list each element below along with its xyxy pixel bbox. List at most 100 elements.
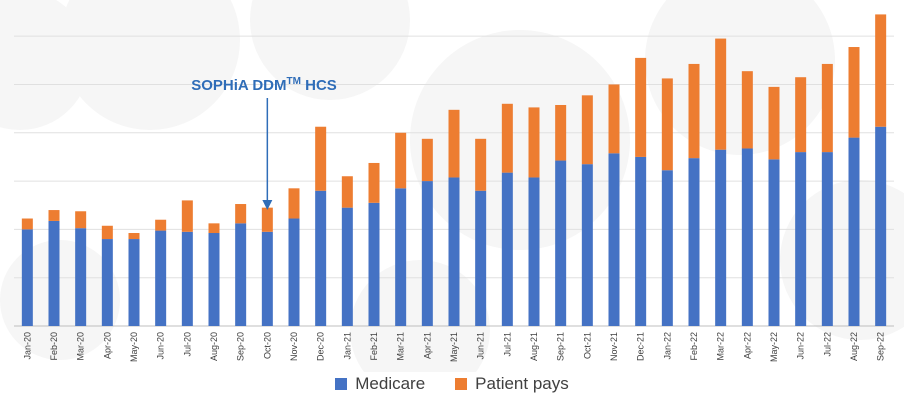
- bar-medicare-jun-21: [475, 190, 487, 326]
- bar-patient-pays-jan-21: [341, 176, 353, 208]
- bar-patient-pays-mar-22: [715, 38, 727, 150]
- bar-medicare-dec-21: [635, 156, 647, 326]
- bar-medicare-apr-22: [741, 148, 753, 326]
- bar-patient-pays-apr-22: [741, 71, 753, 149]
- x-tick-label: Dec-21: [636, 332, 646, 361]
- x-tick-label: May-21: [449, 332, 459, 362]
- x-tick-label: Feb-20: [49, 332, 59, 361]
- bar-patient-pays-nov-20: [288, 188, 300, 219]
- bar-medicare-may-22: [768, 159, 780, 326]
- x-tick-label: Aug-22: [849, 332, 859, 361]
- x-tick-label: Dec-20: [316, 332, 326, 361]
- bar-patient-pays-sep-21: [555, 104, 567, 161]
- bar-medicare-jul-20: [181, 231, 193, 326]
- bar-patient-pays-jul-21: [501, 103, 513, 173]
- bar-medicare-jun-22: [795, 152, 807, 326]
- annotation-suffix: HCS: [301, 77, 337, 94]
- legend-label-patient-pays: Patient pays: [475, 374, 569, 393]
- decorative-background: [0, 0, 904, 372]
- bar-patient-pays-feb-22: [688, 63, 700, 159]
- bar-patient-pays-dec-20: [315, 126, 327, 191]
- bar-medicare-mar-20: [75, 228, 87, 326]
- x-tick-labels: Jan-20 Feb-20 Mar-20 Apr-20 May-20 Jun-20 Jul-…: [22, 332, 885, 362]
- x-tick-label: Apr-22: [742, 332, 752, 359]
- bar-patient-pays-may-22: [768, 86, 780, 160]
- x-tick-label: Jun-22: [796, 332, 806, 360]
- bar-medicare-apr-20: [101, 239, 113, 326]
- bar-medicare-apr-21: [421, 181, 433, 326]
- bar-patient-pays-oct-20: [261, 207, 273, 232]
- bar-patient-pays-may-20: [128, 233, 140, 240]
- x-tick-label: May-20: [129, 332, 139, 362]
- x-tick-label: Sep-21: [556, 332, 566, 361]
- x-tick-label: Jul-20: [182, 332, 192, 357]
- bar-patient-pays-jul-20: [181, 200, 193, 232]
- x-tick-label: Jul-22: [822, 332, 832, 357]
- bar-medicare-mar-22: [715, 149, 727, 326]
- bar-patient-pays-apr-20: [101, 225, 113, 240]
- bar-patient-pays-sep-22: [875, 14, 887, 127]
- annotation-label: SOPHiA DDMTM HCS: [191, 76, 337, 94]
- bar-patient-pays-jun-22: [795, 77, 807, 153]
- background-blob: [60, 0, 240, 130]
- bar-medicare-feb-22: [688, 158, 700, 326]
- x-tick-label: May-22: [769, 332, 779, 362]
- bar-patient-pays-feb-20: [48, 210, 60, 221]
- bar-medicare-oct-21: [581, 164, 593, 326]
- bar-medicare-aug-21: [528, 177, 540, 326]
- bar-patient-pays-mar-21: [395, 132, 407, 189]
- bar-medicare-jul-21: [501, 172, 513, 326]
- legend-item-patient-pays: Patient pays: [455, 374, 569, 394]
- annotation-superscript: TM: [286, 76, 300, 87]
- bar-patient-pays-dec-21: [635, 57, 647, 157]
- bar-medicare-jan-20: [21, 229, 33, 326]
- bar-medicare-jan-21: [341, 207, 353, 326]
- x-tick-label: Jun-21: [476, 332, 486, 360]
- bar-patient-pays-apr-21: [421, 138, 433, 182]
- bar-medicare-mar-21: [395, 188, 407, 326]
- bar-patient-pays-feb-21: [368, 162, 380, 203]
- legend-swatch-patient-pays: [455, 378, 468, 390]
- bar-medicare-aug-20: [208, 233, 220, 326]
- background-blob: [410, 30, 630, 250]
- x-tick-label: Nov-20: [289, 332, 299, 361]
- x-tick-label: Oct-20: [262, 332, 272, 359]
- legend-label-medicare: Medicare: [355, 374, 426, 393]
- bar-medicare-oct-20: [261, 231, 273, 326]
- annotation: SOPHiA DDMTM HCS: [191, 76, 337, 210]
- bar-patient-pays-aug-20: [208, 223, 220, 234]
- x-tick-label: Jan-22: [662, 332, 672, 360]
- bar-patient-pays-mar-20: [75, 211, 87, 229]
- x-tick-label: Mar-20: [76, 332, 86, 361]
- background-blob: [645, 0, 835, 155]
- x-tick-label: Feb-22: [689, 332, 699, 361]
- bar-patient-pays-jan-22: [661, 78, 673, 171]
- bar-medicare-nov-20: [288, 218, 300, 326]
- x-tick-label: Jun-20: [156, 332, 166, 360]
- annotation-arrow-head: [262, 200, 273, 210]
- bar-patient-pays-jul-22: [821, 63, 833, 153]
- x-tick-label: Oct-21: [582, 332, 592, 359]
- bar-medicare-aug-22: [848, 137, 860, 326]
- bar-medicare-feb-21: [368, 202, 380, 326]
- bar-medicare-nov-21: [608, 153, 620, 326]
- x-tick-label: Apr-21: [422, 332, 432, 359]
- x-tick-label: Jul-21: [502, 332, 512, 357]
- annotation-text: SOPHiA DDM: [191, 77, 286, 94]
- x-tick-label: Feb-21: [369, 332, 379, 361]
- bar-patient-pays-sep-20: [235, 204, 247, 224]
- bar-patient-pays-may-21: [448, 109, 460, 178]
- x-tick-label: Nov-21: [609, 332, 619, 361]
- x-tick-label: Apr-20: [102, 332, 112, 359]
- legend-swatch-medicare: [335, 378, 348, 390]
- background-blob: [250, 0, 410, 100]
- x-tick-label: Mar-21: [396, 332, 406, 361]
- bar-patient-pays-oct-21: [581, 95, 593, 165]
- x-tick-label: Jan-21: [342, 332, 352, 360]
- bar-patient-pays-jun-20: [155, 219, 167, 231]
- bar-patient-pays-jan-20: [21, 218, 33, 230]
- bar-medicare-jun-20: [155, 230, 167, 326]
- x-tick-label: Sep-22: [876, 332, 886, 361]
- bar-medicare-jul-22: [821, 152, 833, 326]
- x-tick-label: Mar-22: [716, 332, 726, 361]
